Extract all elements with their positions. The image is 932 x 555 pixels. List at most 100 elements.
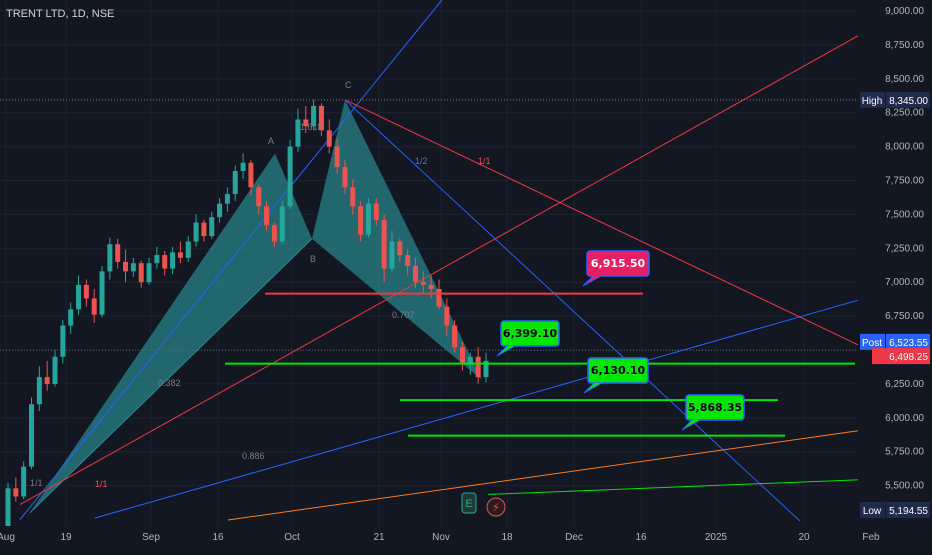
- level-callout-box: [587, 357, 649, 384]
- time-tick-label: 18: [501, 532, 513, 543]
- candle-body: [21, 466, 27, 497]
- candle-body: [326, 130, 332, 147]
- price-tick-label: 6,000.00: [885, 413, 924, 424]
- time-tick-label: 19: [60, 532, 72, 543]
- candle-body: [342, 166, 348, 188]
- time-tick-label: Nov: [432, 532, 450, 543]
- level-callout-label: 6,915.50: [591, 257, 646, 270]
- time-tick-label: 20: [798, 532, 810, 543]
- candle-body: [193, 222, 199, 242]
- price-tick-label: 6,250.00: [885, 379, 924, 390]
- fib-label: 0.707: [392, 310, 415, 320]
- candle-body: [83, 284, 89, 299]
- level-callout-pointer: [582, 275, 602, 287]
- candle-body: [318, 105, 324, 131]
- candle-body: [5, 488, 11, 527]
- symbol-title: TRENT LTD, 1D, NSE: [6, 8, 115, 20]
- dividend-icon: [486, 497, 506, 517]
- candle-body: [29, 404, 35, 467]
- candle-body: [467, 356, 473, 364]
- price-tick-label: 7,250.00: [885, 243, 924, 254]
- candle-body: [177, 252, 183, 258]
- dividend-icon-glyph: ⚡: [492, 501, 500, 514]
- level-callout-pointer: [583, 382, 603, 394]
- trend-line-blue: [94, 292, 884, 519]
- price-tick-label: 7,750.00: [885, 176, 924, 187]
- post-label: Post: [862, 338, 882, 349]
- price-scale: [858, 0, 932, 550]
- candle-body: [444, 306, 450, 326]
- candle-body: [123, 261, 129, 272]
- price-tick-label: 7,500.00: [885, 209, 924, 220]
- price-tick-label: 5,750.00: [885, 447, 924, 458]
- candle-body: [115, 244, 121, 262]
- high-value: 8,345.00: [889, 96, 928, 107]
- level-callout-box: [586, 250, 650, 277]
- candle-body: [452, 325, 458, 348]
- candle-body: [389, 241, 395, 269]
- candle-body: [365, 203, 371, 235]
- price-tick-label: 9,000.00: [885, 6, 924, 17]
- candle-body: [99, 271, 105, 315]
- price-tick-label: 8,000.00: [885, 142, 924, 153]
- candle-body: [232, 171, 238, 195]
- high-label: High: [862, 96, 883, 107]
- candle-body: [13, 488, 19, 497]
- candle-body: [44, 377, 50, 384]
- candle-body: [287, 146, 293, 207]
- time-tick-label: 2025: [705, 532, 728, 543]
- candle-body: [154, 255, 160, 264]
- candle-body: [311, 105, 317, 127]
- candle-body: [436, 288, 442, 307]
- level-callout-label: 6,130.10: [591, 364, 646, 377]
- fib-label: 1/1: [478, 156, 491, 166]
- fan-line-blue: [344, 99, 801, 522]
- candle-body: [256, 187, 262, 207]
- low-label: Low: [863, 506, 882, 517]
- time-tick-label: 16: [212, 532, 224, 543]
- time-tick-label: Oct: [284, 532, 300, 543]
- candle-body: [224, 194, 230, 204]
- price-tick-label: 5,500.00: [885, 481, 924, 492]
- candle-body: [170, 252, 176, 269]
- level-callout-box: [685, 394, 745, 421]
- candle-body: [201, 222, 207, 237]
- time-tick-label: Feb: [862, 532, 880, 543]
- fib-label: 1.618: [300, 122, 323, 132]
- candle-body: [350, 187, 356, 207]
- candle-body: [303, 119, 309, 127]
- candle-body: [459, 347, 465, 364]
- last-price-value-box: [872, 348, 930, 365]
- high-value-box: [886, 91, 930, 108]
- low-value: 5,194.55: [889, 506, 928, 517]
- last-price-value: 6,498.25: [889, 352, 928, 363]
- price-tick-label: 6,750.00: [885, 311, 924, 322]
- candle-body: [397, 241, 403, 256]
- price-tick-label: 7,000.00: [885, 277, 924, 288]
- candle-body: [475, 356, 481, 378]
- low-tag: [860, 502, 885, 518]
- post-value: 6,523.55: [889, 338, 928, 349]
- level-callout-label: 5,868.35: [688, 401, 742, 414]
- earnings-icon: [461, 492, 477, 514]
- candle-body: [279, 206, 285, 242]
- candle-body: [248, 162, 254, 188]
- level-callout-pointer: [496, 345, 516, 357]
- pattern-point-a: A: [268, 136, 274, 146]
- candle-body: [334, 146, 340, 167]
- candle-body: [405, 255, 411, 266]
- pattern-xb-line: [29, 238, 313, 514]
- candle-body: [358, 206, 364, 235]
- candle-body: [52, 356, 58, 384]
- fib-label: 0.886: [242, 451, 265, 461]
- candle-body: [91, 298, 97, 315]
- trend-line-orange: [227, 426, 884, 521]
- price-tick-label: 8,250.00: [885, 108, 924, 119]
- candle-body: [209, 217, 215, 237]
- fan-line-red: [19, 21, 884, 506]
- candle-body: [162, 255, 168, 269]
- candle-body: [36, 377, 42, 405]
- candle-body: [428, 284, 434, 289]
